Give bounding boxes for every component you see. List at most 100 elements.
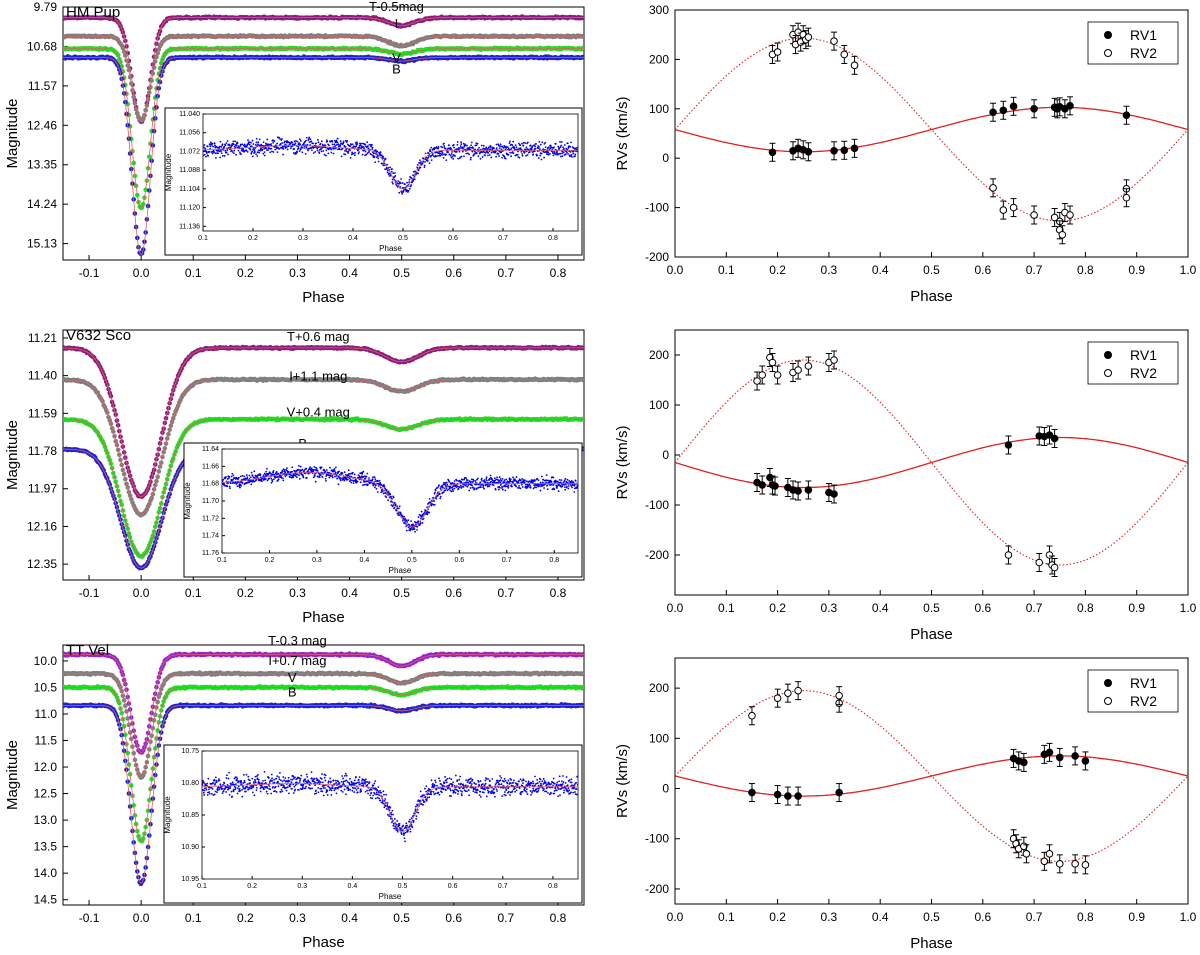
data-point [347, 150, 350, 153]
data-point [1122, 188, 1131, 208]
data-point [297, 147, 300, 150]
data-point [509, 140, 511, 143]
data-point [220, 152, 223, 155]
data-point [232, 143, 235, 146]
data-point [380, 154, 383, 157]
data-point [523, 151, 526, 154]
data-point [293, 140, 296, 143]
data-point [317, 141, 320, 144]
data-point [544, 141, 547, 144]
data-point [255, 153, 257, 156]
data-point [381, 162, 384, 165]
data-point [256, 145, 258, 147]
data-point [464, 144, 467, 146]
data-point [310, 140, 313, 143]
data-point [840, 44, 849, 64]
data-point [265, 147, 268, 150]
data-point [289, 142, 292, 145]
data-point [401, 193, 404, 195]
data-point [241, 143, 244, 146]
data-point [349, 149, 351, 152]
data-point [522, 144, 525, 147]
data-point [366, 141, 368, 144]
data-point [489, 148, 492, 151]
data-point [231, 151, 234, 153]
data-point [473, 153, 476, 155]
data-point [528, 151, 531, 154]
data-point [430, 159, 433, 162]
data-point [382, 155, 384, 158]
data-point [377, 160, 380, 163]
data-point [276, 142, 278, 145]
legend-entry: RV1 [1130, 27, 1157, 43]
data-point [441, 152, 444, 155]
y-tick-label: 11.57 [28, 79, 57, 93]
data-point [490, 151, 493, 154]
data-point [211, 142, 214, 145]
x-tick-label: 0.5 [398, 235, 408, 242]
data-point [364, 154, 366, 157]
x-tick-label: 0.5 [923, 263, 940, 277]
x-tick-label: 0.1 [718, 263, 735, 277]
data-point [406, 181, 408, 184]
data-point [470, 156, 472, 159]
data-point [388, 175, 391, 177]
data-point [423, 166, 426, 168]
data-point [517, 150, 519, 153]
data-point [372, 154, 374, 157]
data-point [451, 151, 453, 153]
data-point [532, 153, 535, 156]
x-tick-label: 0.4 [872, 263, 889, 277]
data-point [233, 152, 235, 155]
data-point [265, 142, 267, 145]
data-point [472, 147, 474, 150]
data-point [525, 146, 528, 149]
data-point [364, 143, 367, 146]
data-point [500, 148, 503, 151]
x-tick-label: -0.1 [79, 266, 100, 280]
data-point [413, 178, 416, 181]
data-point [508, 142, 511, 145]
data-point [498, 147, 501, 150]
x-axis-label: Phase [302, 289, 345, 306]
data-point [281, 142, 284, 144]
data-point [233, 145, 236, 148]
data-point [470, 144, 473, 147]
data-point [525, 150, 528, 153]
data-point [315, 142, 317, 145]
data-point [469, 146, 471, 149]
legend-marker [1104, 31, 1112, 39]
model-curve [63, 57, 584, 256]
x-tick-label: 0.7 [502, 557, 512, 564]
data-point [1030, 205, 1038, 225]
data-point [534, 145, 536, 148]
model-curve [63, 347, 584, 498]
data-point [304, 152, 307, 155]
data-point [363, 147, 365, 150]
data-point [398, 191, 401, 194]
data-point [317, 138, 319, 141]
y-axis-label: RVs (km/s) [614, 97, 631, 171]
data-point [534, 147, 537, 150]
data-point [552, 154, 555, 157]
data-point [419, 159, 421, 162]
data-point [565, 147, 568, 150]
data-point [279, 143, 282, 145]
data-point [572, 152, 575, 155]
data-point [580, 54, 584, 60]
y-tick-label: 10.68 [27, 39, 57, 53]
data-point [324, 144, 327, 147]
data-point [468, 153, 470, 156]
data-point [374, 149, 377, 151]
data-point [544, 146, 547, 148]
data-point [248, 141, 251, 144]
data-point [515, 146, 518, 149]
data-point [296, 140, 299, 143]
data-point [278, 147, 281, 150]
data-point [495, 147, 498, 150]
data-point [428, 162, 431, 165]
data-point [424, 161, 426, 163]
x-tick-label: 0.0 [667, 263, 684, 277]
data-point [500, 151, 503, 154]
